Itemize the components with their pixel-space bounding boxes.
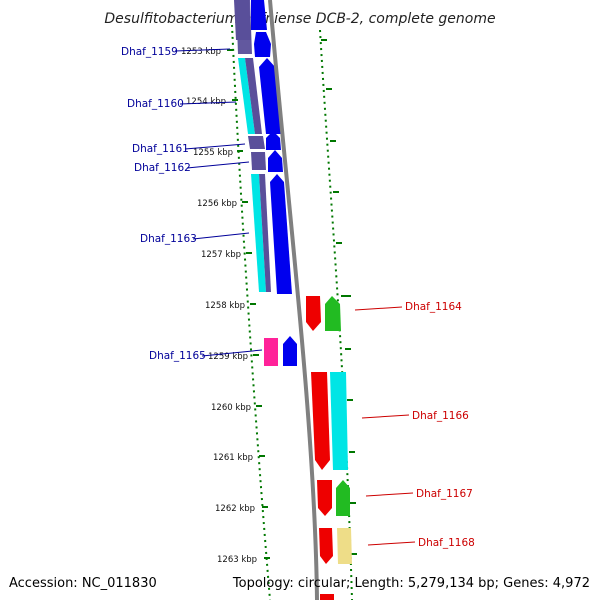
leader-line [365,492,414,497]
leader-line [174,48,231,52]
gene-blue-1159-upper [251,0,267,30]
gene-magenta-1165 [264,338,278,366]
right-track-dashes [321,39,357,555]
leader-line [179,101,237,105]
tick-label: 1259 kbp [208,352,248,362]
tick-label: 1257 kbp [201,250,241,260]
gene-cyan-1166 [330,372,348,470]
right-gene-labels: Dhaf_1164 Dhaf_1166 Dhaf_1167 Dhaf_1168 [354,301,475,549]
gene-blue-1160 [259,58,283,134]
gene-cyan-1163 [251,174,266,292]
gene-label-1160[interactable]: Dhaf_1160 [127,98,184,110]
gene-label-1165[interactable]: Dhaf_1165 [149,350,206,362]
tick-label: 1258 kbp [205,301,245,311]
gene-label-1161[interactable]: Dhaf_1161 [132,143,189,155]
gene-red-1164 [306,296,321,331]
gene-cyan-1160 [238,58,255,134]
gene-slate-1163 [259,174,271,292]
gene-blue-1162 [268,150,283,172]
gene-red-bottom [320,594,334,600]
gene-green-1164 [325,296,341,331]
tick-label: 1254 kbp [186,97,226,107]
gene-label-1168[interactable]: Dhaf_1168 [418,537,475,549]
leader-line [186,161,250,169]
gene-label-1163[interactable]: Dhaf_1163 [140,233,197,245]
tick-label: 1260 kbp [211,403,251,413]
tick-label: 1255 kbp [193,148,233,158]
gene-label-1166[interactable]: Dhaf_1166 [412,410,469,422]
gene-label-1162[interactable]: Dhaf_1162 [134,162,191,174]
genome-summary-text: Topology: circular; Length: 5,279,134 bp… [232,576,590,591]
tick-label: 1256 kbp [197,199,237,209]
gene-khaki-1168 [337,528,352,564]
gene-blue-1163 [270,174,292,294]
leader-line [201,349,263,357]
gene-slate-block-1159 [236,0,252,54]
leader-line [367,541,416,546]
gene-blue-1161 [266,131,281,150]
scale-ticks [227,49,270,559]
gene-slate-1162 [251,152,266,170]
gene-red-1166 [311,372,330,470]
gene-blue-1165 [283,336,297,366]
gene-slate-1161 [248,136,265,149]
leader-line [354,306,403,311]
tick-label: 1253 kbp [181,47,221,57]
outer-track-left [231,24,271,600]
accession-text: Accession: NC_011830 [9,576,157,591]
leader-line [184,143,246,150]
tick-label: 1262 kbp [215,504,255,514]
gene-label-1159[interactable]: Dhaf_1159 [121,46,178,58]
gene-label-1164[interactable]: Dhaf_1164 [405,301,462,313]
leader-line [192,232,250,240]
gene-green-1167 [336,480,350,516]
scale-tick-labels: 1253 kbp 1254 kbp 1255 kbp 1256 kbp 1257… [181,47,257,565]
tick-label: 1263 kbp [217,555,257,565]
gene-label-1167[interactable]: Dhaf_1167 [416,488,473,500]
gene-red-1167 [317,480,332,516]
gene-red-1168 [319,528,333,564]
gene-blue-1159 [254,32,271,57]
leader-line [361,414,410,419]
gene-slate-1160 [245,58,262,134]
tick-label: 1261 kbp [213,453,253,463]
genome-backbone [268,0,319,600]
left-gene-labels: Dhaf_1159 Dhaf_1160 Dhaf_1161 Dhaf_1162 … [121,46,263,362]
map-title: Desulfitobacterium hafniense DCB-2, comp… [104,11,495,27]
